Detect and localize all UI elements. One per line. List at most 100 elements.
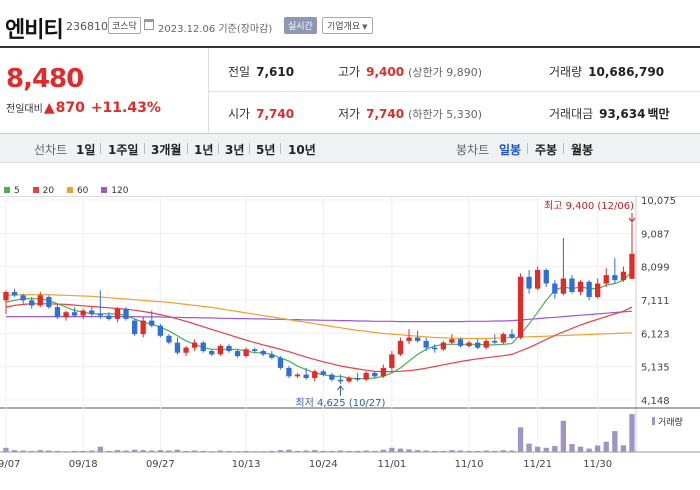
candle-body xyxy=(406,337,412,341)
candle-body xyxy=(97,313,103,316)
volume-bar xyxy=(337,450,344,452)
candle-body xyxy=(569,278,575,292)
candle-body xyxy=(63,312,69,318)
y-tick-label: 4,148 xyxy=(641,396,670,407)
tab-3m[interactable]: 3개월 xyxy=(151,143,182,157)
high-price-label: 고가 xyxy=(338,65,361,79)
candle-chart-label: 봉차트 xyxy=(456,143,490,157)
volume-bar xyxy=(63,451,69,452)
candle-body xyxy=(526,276,532,289)
tab-weekly[interactable]: 주봉 xyxy=(535,143,558,157)
candle-body xyxy=(209,351,215,355)
volume-bar xyxy=(492,450,498,452)
candle-body xyxy=(200,342,206,351)
tab-5y[interactable]: 5년 xyxy=(256,143,276,157)
candle-body xyxy=(492,340,498,343)
ma20-line xyxy=(5,303,633,373)
trade-amount-label: 거래대금 xyxy=(549,107,594,121)
volume-bar xyxy=(543,447,549,452)
volume-bar xyxy=(620,445,627,452)
tab-3y[interactable]: 3년 xyxy=(225,143,245,157)
candle-body xyxy=(37,295,43,306)
y-tick-label: 7,111 xyxy=(641,296,670,307)
summary-divider xyxy=(208,48,209,135)
candle-body xyxy=(449,339,455,343)
candle-body xyxy=(397,340,404,355)
volume-bar xyxy=(586,448,592,452)
low-arrow-icon xyxy=(337,385,344,391)
high-price: 고가 9,400 (상한가 9,890) xyxy=(338,63,482,80)
legend-swatch xyxy=(66,187,73,193)
candle-body xyxy=(252,349,258,351)
tab-1w[interactable]: 1주일 xyxy=(108,143,139,157)
candle-body xyxy=(329,374,335,380)
candle-body xyxy=(123,308,129,319)
volume-bar xyxy=(346,450,352,452)
candle-body xyxy=(475,342,481,348)
legend-swatch xyxy=(101,187,108,193)
candlesticks xyxy=(3,222,635,384)
legend-ma120: 120 xyxy=(101,186,128,196)
candle-body xyxy=(114,308,121,319)
candle-body xyxy=(346,378,352,382)
volume-bar xyxy=(526,443,532,452)
chart-grid xyxy=(0,196,700,453)
volume-bars: 거래량 xyxy=(3,414,683,452)
volume-bar xyxy=(612,431,618,452)
company-overview-button[interactable]: 기업개요 ▼ xyxy=(322,17,373,34)
volume-bar xyxy=(106,450,112,452)
volume-bar xyxy=(577,446,584,452)
volume-bar xyxy=(260,451,266,452)
tab-daily[interactable]: 일봉 xyxy=(499,143,522,157)
volume-bar xyxy=(183,450,189,452)
volume-bar xyxy=(20,450,26,452)
volume-bar xyxy=(157,450,163,452)
candle-body xyxy=(535,270,541,289)
tab-10y[interactable]: 10년 xyxy=(288,143,316,157)
candle-body xyxy=(166,335,172,343)
volume-bar xyxy=(209,451,215,452)
volume-bar xyxy=(423,450,429,452)
candle-body xyxy=(457,339,464,346)
candle-body xyxy=(595,283,601,297)
candle-body xyxy=(132,320,138,335)
volume-bar xyxy=(132,449,138,452)
volume-bar xyxy=(500,450,506,452)
candle-body xyxy=(192,342,198,348)
x-axis: 09/07 09/18 09/27 10/13 10/24 11/01 11/10 11/21… xyxy=(0,459,612,470)
x-tick-label: 09/27 xyxy=(146,459,175,470)
volume: 거래량 10,686,790 xyxy=(549,63,664,80)
candle-body xyxy=(440,342,446,350)
base-date: 2023.12.06 기준(장마감) xyxy=(158,24,273,35)
volume-bar xyxy=(217,450,223,452)
low-price: 저가 7,740 (하한가 5,330) xyxy=(338,105,482,122)
low-annotation: 최저 4,625 (10/27) xyxy=(295,397,385,409)
period-bar: 선차트 1일 1주일 3개월 1년 3년 5년 10년 봉차트 일봉 주봉 월봉 xyxy=(0,134,700,163)
x-tick-label: 11/01 xyxy=(377,459,406,470)
x-tick-label: 11/21 xyxy=(523,459,552,470)
volume-bar xyxy=(509,450,515,452)
realtime-button[interactable]: 실시간 xyxy=(284,17,317,34)
candle-body xyxy=(517,276,524,338)
candle-body xyxy=(372,372,378,377)
tab-1d[interactable]: 1일 xyxy=(76,143,96,157)
high-arrow-icon xyxy=(628,217,636,223)
volume-legend-swatch xyxy=(652,417,655,425)
candle-body xyxy=(380,367,386,377)
stock-header: 엔비티 236810 코스닥 2023.12.06 기준(장마감) 실시간 기업… xyxy=(0,0,700,46)
trade-amount-unit: 백만 xyxy=(647,107,670,121)
volume-label: 거래량 xyxy=(549,65,583,79)
ma-legend: 5 20 60 120 xyxy=(4,186,138,196)
up-arrow-icon: ▲ xyxy=(43,100,55,116)
tab-1y[interactable]: 1년 xyxy=(194,143,214,157)
separator xyxy=(187,143,188,154)
y-tick-label: 6,123 xyxy=(641,329,670,340)
candle-body xyxy=(415,337,421,341)
volume-bar xyxy=(277,450,284,452)
volume-bar xyxy=(354,450,361,452)
legend-ma20: 20 xyxy=(32,186,54,196)
tab-monthly[interactable]: 월봉 xyxy=(571,143,594,157)
stock-code: 236810 xyxy=(66,20,108,33)
stock-chart[interactable]: 거래량 10,075 9,087 8,099 7,111 6,123 5,135 4,148… xyxy=(0,196,700,490)
volume-bar xyxy=(192,450,198,452)
